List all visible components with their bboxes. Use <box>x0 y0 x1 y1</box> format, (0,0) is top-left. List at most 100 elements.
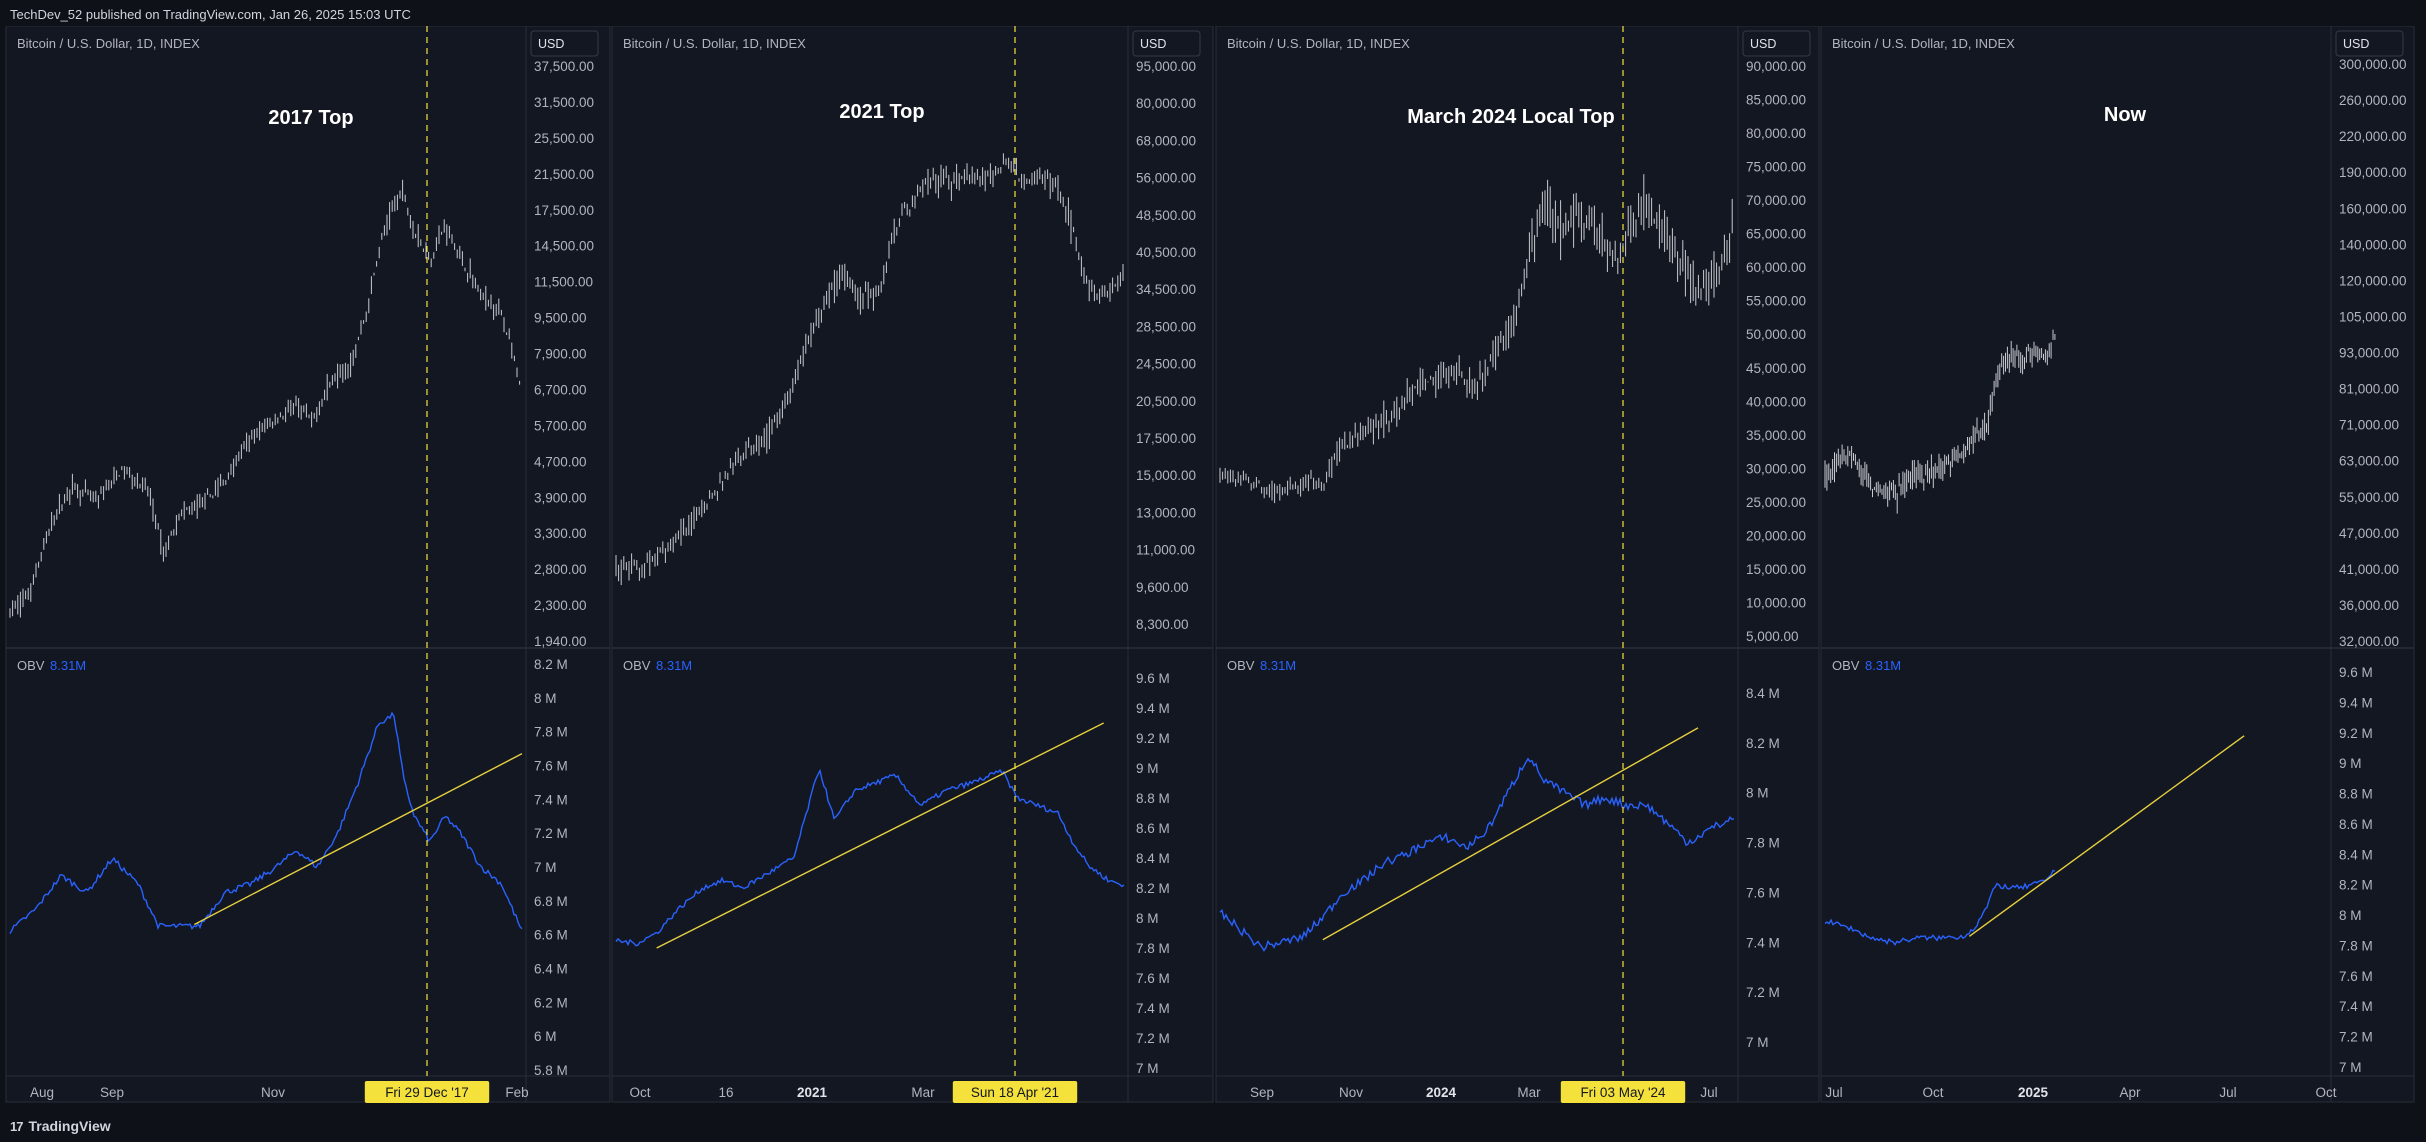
panel3-symbol-label: Bitcoin / U.S. Dollar, 1D, INDEX <box>1227 36 1410 51</box>
panel4-obv-tick: 9.6 M <box>2339 665 2373 680</box>
panel4-price-tick: 36,000.00 <box>2339 598 2399 613</box>
panel4-price-tick: 41,000.00 <box>2339 562 2399 577</box>
panel2-price-tick: 8,300.00 <box>1136 617 1189 632</box>
panel2-price-tick: 9,600.00 <box>1136 580 1189 595</box>
panel4-obv-label: OBV <box>1832 658 1860 673</box>
panel1-symbol-label: Bitcoin / U.S. Dollar, 1D, INDEX <box>17 36 200 51</box>
panel1-x-tick: Nov <box>261 1085 285 1100</box>
panel4-price-tick: 260,000.00 <box>2339 93 2407 108</box>
panel1-price-tick: 6,700.00 <box>534 382 587 397</box>
panel3-price-tick: 15,000.00 <box>1746 562 1806 577</box>
publish-info: TechDev_52 published on TradingView.com,… <box>10 7 411 22</box>
panel3-price-tick: 50,000.00 <box>1746 327 1806 342</box>
panel3-x-tick: Jul <box>1700 1085 1717 1100</box>
panel4-x-tick: Jul <box>2219 1085 2236 1100</box>
panel4-x-tick: Apr <box>2119 1085 2141 1100</box>
panel1-x-tick: Feb <box>505 1085 528 1100</box>
panel3-price-tick: 30,000.00 <box>1746 461 1806 476</box>
panel4-symbol-label: Bitcoin / U.S. Dollar, 1D, INDEX <box>1832 36 2015 51</box>
panel2-obv-tick: 9.2 M <box>1136 731 1170 746</box>
panel3-price-tick: 90,000.00 <box>1746 59 1806 74</box>
panel2-price-tick: 34,500.00 <box>1136 282 1196 297</box>
panel1-price-tick: 3,300.00 <box>534 526 587 541</box>
panel2-currency-button[interactable] <box>1132 30 1201 57</box>
panel2-obv-tick: 9 M <box>1136 761 1159 776</box>
panel2-obv-tick: 9.4 M <box>1136 701 1170 716</box>
panel3-price-tick: 45,000.00 <box>1746 361 1806 376</box>
panel3-price-tick: 5,000.00 <box>1746 629 1799 644</box>
panel4-currency-button[interactable] <box>2335 30 2404 57</box>
brand-name: TradingView <box>28 1118 111 1134</box>
panel2-price-tick: 17,500.00 <box>1136 431 1196 446</box>
panel2-price-tick: 68,000.00 <box>1136 133 1196 148</box>
panel1-price-tick: 7,900.00 <box>534 347 587 362</box>
panel1-price-tick: 5,700.00 <box>534 418 587 433</box>
panel2-obv-tick: 7.4 M <box>1136 1001 1170 1016</box>
panel1-price-tick: 17,500.00 <box>534 203 594 218</box>
panel3-obv-value: 8.31M <box>1260 658 1296 673</box>
panel2-border <box>611 26 1214 1103</box>
panel2-obv-tick: 8.2 M <box>1136 881 1170 896</box>
panel4-price-tick: 32,000.00 <box>2339 634 2399 649</box>
footer-bar: 17 TradingView <box>0 1112 2426 1142</box>
panel1-price-tick: 2,300.00 <box>534 598 587 613</box>
panel3-price-tick: 70,000.00 <box>1746 193 1806 208</box>
panel2-symbol-label: Bitcoin / U.S. Dollar, 1D, INDEX <box>623 36 806 51</box>
panel1-obv-tick: 7.6 M <box>534 759 568 774</box>
panel4-price-tick: 300,000.00 <box>2339 57 2407 72</box>
panel3-obv-tick: 8.4 M <box>1746 686 1780 701</box>
panel1-price-tick: 31,500.00 <box>534 95 594 110</box>
tradingview-logo[interactable]: 17 TradingView <box>10 1118 111 1134</box>
panel3-price-tick: 25,000.00 <box>1746 495 1806 510</box>
panel2-price-tick: 80,000.00 <box>1136 96 1196 111</box>
panel3-currency-button[interactable] <box>1742 30 1811 57</box>
panel1-currency-button[interactable] <box>530 30 599 57</box>
panel4-obv-tick: 9 M <box>2339 756 2362 771</box>
panel3-obv-tick: 7.4 M <box>1746 935 1780 950</box>
panel2-x-tick: Mar <box>911 1085 935 1100</box>
panel1-obv-tick: 6.6 M <box>534 928 568 943</box>
publish-header: TechDev_52 published on TradingView.com,… <box>0 0 2426 26</box>
panel3-obv-line <box>1219 757 1735 952</box>
panel2-x-tick: 16 <box>718 1085 733 1100</box>
panel2-price-tick: 15,000.00 <box>1136 468 1196 483</box>
panel3-border <box>1215 26 1820 1103</box>
panel4-background <box>1821 26 2414 1102</box>
panel1-price-tick: 1,940.00 <box>534 634 587 649</box>
panel3-obv-tick: 8 M <box>1746 786 1769 801</box>
panel2-obv-label: OBV <box>623 658 651 673</box>
panel3-price-tick: 55,000.00 <box>1746 294 1806 309</box>
panel1-obv-tick: 8 M <box>534 691 557 706</box>
panel4-x-tick: 2025 <box>2018 1085 2049 1100</box>
panel2-obv-line <box>615 768 1125 947</box>
panel2-obv-tick: 7 M <box>1136 1061 1159 1076</box>
panel2-title: 2021 Top <box>839 101 924 123</box>
panel1-price-tick: 9,500.00 <box>534 311 587 326</box>
panel1-x-tick: Sep <box>100 1085 124 1100</box>
panel1-border <box>5 26 611 1103</box>
panel1-title: 2017 Top <box>268 107 353 129</box>
panel4-title: Now <box>2104 104 2147 126</box>
panel2-price-tick: 56,000.00 <box>1136 171 1196 186</box>
panel4-obv-tick: 8 M <box>2339 908 2362 923</box>
panel2-obv-tick: 7.2 M <box>1136 1031 1170 1046</box>
panel2-price-tick: 11,000.00 <box>1136 543 1195 558</box>
panel2-obv-tick: 8 M <box>1136 911 1159 926</box>
panel1-price-tick: 2,800.00 <box>534 562 587 577</box>
panel3-price-tick: 40,000.00 <box>1746 394 1806 409</box>
panel4-currency-label: USD <box>2343 37 2369 51</box>
panel3-obv-tick: 8.2 M <box>1746 736 1780 751</box>
panel3-price-tick: 20,000.00 <box>1746 528 1806 543</box>
panel4-obv-tick: 8.8 M <box>2339 787 2373 802</box>
panel2-obv-tick: 8.6 M <box>1136 821 1170 836</box>
panel4-price-tick: 81,000.00 <box>2339 382 2399 397</box>
panel1-obv-tick: 8.2 M <box>534 657 568 672</box>
panel4-price-tick: 190,000.00 <box>2339 165 2407 180</box>
panel3-trendline <box>1322 727 1699 941</box>
panel1-x-tick: Aug <box>30 1085 54 1100</box>
panel1-background <box>6 26 610 1102</box>
panel4-obv-tick: 7 M <box>2339 1060 2362 1075</box>
panel2-obv-tick: 9.6 M <box>1136 671 1170 686</box>
panel1-price-tick: 14,500.00 <box>534 239 594 254</box>
panel1-price-tick: 3,900.00 <box>534 490 587 505</box>
